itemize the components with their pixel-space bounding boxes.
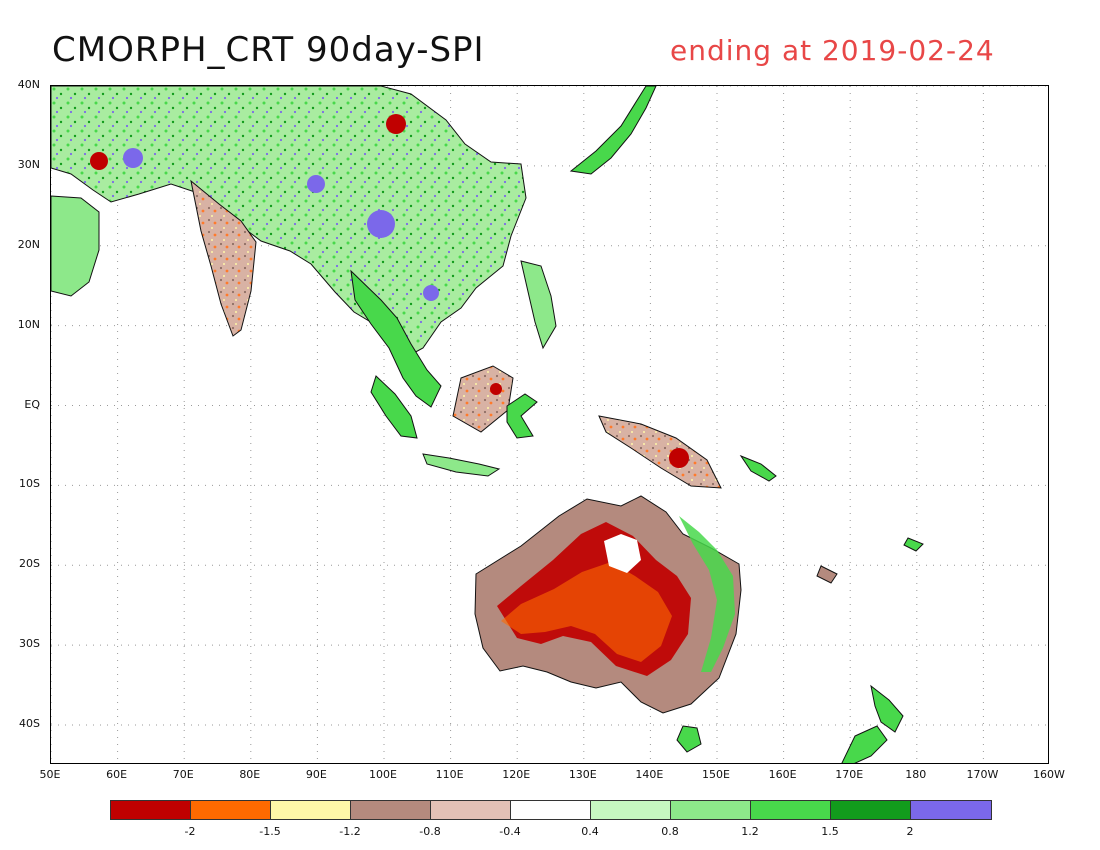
solomon-islands (739, 454, 777, 482)
colorbar-segment (191, 801, 271, 819)
latitude-label: 20S (19, 557, 40, 571)
borneo-island (452, 365, 514, 433)
red-dry-spot-tibet (386, 114, 406, 134)
colorbar-segment (751, 801, 831, 819)
asia-mainland-landmass (51, 86, 527, 361)
red-dry-spot-borneo (490, 383, 502, 395)
longitude-label: 110E (435, 768, 464, 781)
red-dry-spot-iran (90, 152, 108, 170)
longitude-label: 80E (239, 768, 261, 781)
sumatra-island (370, 375, 418, 439)
purple-wet-spot-central-asia (123, 148, 143, 168)
longitude-label: 50E (39, 768, 61, 781)
longitude-label: 100E (369, 768, 397, 781)
colorbar-label: 1.5 (821, 825, 839, 838)
longitude-label: 140E (635, 768, 664, 781)
japan-island-chain (569, 86, 657, 175)
longitude-label: 130E (568, 768, 597, 781)
new-zealand-south-island (841, 725, 888, 763)
fiji-island (903, 537, 924, 552)
colorbar-label: -0.4 (499, 825, 521, 838)
java-island (422, 453, 501, 477)
new-zealand-north-island (870, 684, 904, 733)
tasmania-island (676, 725, 702, 753)
longitude-label: 160W (1033, 768, 1065, 781)
purple-wet-spot-china (307, 175, 325, 193)
longitude-label: 90E (305, 768, 327, 781)
map-svg (51, 86, 1048, 763)
colorbar-segment (911, 801, 991, 819)
australia-white-patch (604, 534, 641, 573)
latitude-label: 30S (19, 637, 40, 651)
colorbar-label: -0.8 (419, 825, 441, 838)
longitude-label: 60E (106, 768, 128, 781)
latitude-label: 10S (19, 477, 40, 491)
colorbar-segment (111, 801, 191, 819)
colorbar-segment (831, 801, 911, 819)
longitude-label: 150E (702, 768, 730, 781)
map-land-layer (51, 86, 924, 763)
sulawesi-island (506, 393, 538, 439)
purple-wet-spot-east-asia (367, 210, 395, 238)
new-caledonia-island (816, 565, 838, 584)
map-date-label: ending at 2019-02-24 (670, 34, 995, 67)
longitude-label: 120E (502, 768, 531, 781)
precip-highlight-marks (90, 114, 689, 468)
colorbar-label: -1.5 (259, 825, 281, 838)
longitude-label: 180 (905, 768, 927, 781)
map-title: CMORPH_CRT 90day-SPI (52, 30, 485, 70)
colorbar-segment (351, 801, 431, 819)
longitude-label: 170W (966, 768, 999, 781)
colorbar-label: 0.4 (581, 825, 599, 838)
latitude-label: 10N (17, 317, 40, 331)
longitude-label: 160E (768, 768, 797, 781)
colorbar-label: 0.8 (661, 825, 679, 838)
longitude-label: 70E (172, 768, 194, 781)
purple-wet-spot-indochina (423, 285, 439, 301)
colorbar-segment (271, 801, 351, 819)
colorbar-label: -2 (184, 825, 196, 838)
latitude-label: 30N (17, 157, 40, 171)
map-frame (50, 85, 1049, 764)
latitude-label: 40S (19, 717, 40, 731)
colorbar-segment (431, 801, 511, 819)
latitude-label: 40N (17, 78, 40, 91)
australia-orange-fringe (501, 562, 672, 662)
australia-east-coast-green (679, 516, 735, 672)
latitude-label: EQ (24, 397, 40, 411)
colorbar-label: 2 (906, 825, 914, 838)
red-dry-spot-papua (669, 448, 689, 468)
philippines-islands (520, 260, 557, 350)
colorbar-segment (591, 801, 671, 819)
latitude-label: 20N (17, 237, 40, 251)
longitude-label: 170E (835, 768, 864, 781)
spi-colorbar (110, 800, 992, 820)
southeast-asia-landmass (350, 269, 442, 408)
india-peninsula-landmass (190, 179, 257, 337)
colorbar-label: -1.2 (339, 825, 361, 838)
colorbar-label: 1.2 (741, 825, 759, 838)
colorbar-segment (511, 801, 591, 819)
arabian-coast-landmass (51, 195, 100, 297)
new-guinea-island (598, 415, 722, 489)
colorbar-segment (671, 801, 751, 819)
